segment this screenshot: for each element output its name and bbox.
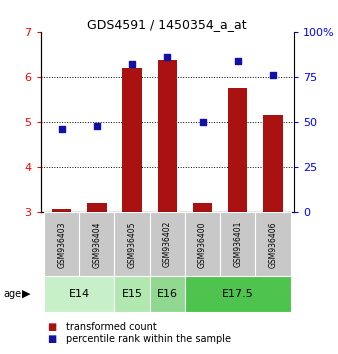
Bar: [115, 276, 150, 312]
Point: [270, 72, 276, 78]
Bar: [185, 212, 220, 276]
Bar: [44, 212, 79, 276]
Text: GSM936406: GSM936406: [268, 221, 277, 268]
Title: GDS4591 / 1450354_a_at: GDS4591 / 1450354_a_at: [88, 18, 247, 31]
Bar: [79, 212, 115, 276]
Bar: [255, 212, 291, 276]
Bar: [87, 203, 106, 212]
Point: [235, 58, 240, 64]
Text: ■: ■: [47, 322, 56, 332]
Text: GSM936400: GSM936400: [198, 221, 207, 268]
Text: percentile rank within the sample: percentile rank within the sample: [66, 334, 231, 344]
Text: E15: E15: [122, 289, 143, 299]
Text: GSM936403: GSM936403: [57, 221, 66, 268]
Bar: [228, 88, 247, 212]
Text: GSM936404: GSM936404: [92, 221, 101, 268]
Text: ■: ■: [47, 334, 56, 344]
Bar: [193, 203, 212, 212]
Bar: [44, 276, 115, 312]
Text: GSM936402: GSM936402: [163, 221, 172, 268]
Text: GSM936401: GSM936401: [233, 221, 242, 268]
Bar: [158, 60, 177, 212]
Bar: [220, 212, 255, 276]
Text: E17.5: E17.5: [222, 289, 254, 299]
Bar: [122, 68, 142, 212]
Point: [165, 54, 170, 60]
Point: [200, 119, 205, 125]
Point: [59, 126, 64, 132]
Text: GSM936405: GSM936405: [128, 221, 137, 268]
Bar: [185, 276, 291, 312]
Point: [129, 62, 135, 67]
Point: [94, 123, 100, 129]
Text: E14: E14: [69, 289, 90, 299]
Text: E16: E16: [157, 289, 178, 299]
Text: ▶: ▶: [22, 289, 30, 299]
Bar: [263, 115, 283, 212]
Text: transformed count: transformed count: [66, 322, 156, 332]
Text: age: age: [3, 289, 22, 299]
Bar: [150, 212, 185, 276]
Bar: [150, 276, 185, 312]
Bar: [52, 209, 71, 212]
Bar: [115, 212, 150, 276]
